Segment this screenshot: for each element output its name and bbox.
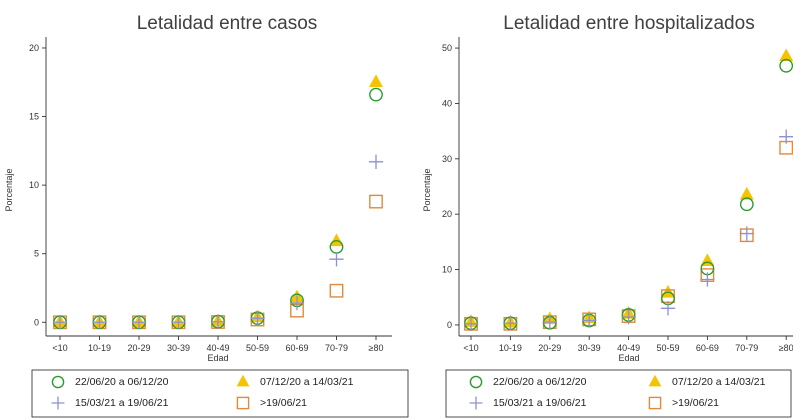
- legend: 22/06/20 a 06/12/20 07/12/20 a 14/03/21 15…: [445, 369, 792, 418]
- data-points: [463, 48, 793, 331]
- data-point: [739, 226, 754, 241]
- legend-label: 07/12/20 a 14/03/21: [672, 376, 766, 388]
- x-tick-label: ≥80: [369, 343, 384, 353]
- legend-label: 22/06/20 a 06/12/20: [75, 376, 169, 388]
- x-tick-label: 60-69: [285, 343, 308, 353]
- data-point: [621, 310, 636, 325]
- data-point: [368, 154, 384, 169]
- x-tick-label: 10-19: [88, 343, 111, 353]
- legend: 22/06/20 a 06/12/20 07/12/20 a 14/03/21 15…: [31, 369, 409, 418]
- y-axis-label: Porcentaje: [422, 168, 432, 211]
- x-tick-label: 50-59: [656, 343, 679, 353]
- legend-label: 07/12/20 a 14/03/21: [260, 376, 354, 388]
- x-tick-label: 30-39: [167, 343, 190, 353]
- data-point: [542, 315, 557, 330]
- data-point: [779, 48, 793, 62]
- legend-marker: [51, 396, 65, 410]
- x-tick-label: 20-29: [538, 343, 561, 353]
- legend-marker: [648, 396, 662, 410]
- x-tick-label: 30-39: [578, 343, 601, 353]
- data-point: [582, 313, 597, 328]
- legend-box: [31, 369, 409, 418]
- data-point: [92, 315, 107, 330]
- y-tick-label: 30: [442, 154, 452, 164]
- y-tick-label: 20: [29, 43, 39, 53]
- data-point: [779, 58, 793, 73]
- data-point: [250, 311, 265, 326]
- legend-label: >19/06/21: [260, 397, 307, 409]
- legend-box: [445, 369, 792, 418]
- data-point: [329, 252, 344, 267]
- x-axis-label: Edad: [618, 353, 639, 363]
- x-tick-label: 70-79: [325, 343, 348, 353]
- data-point: [289, 295, 305, 311]
- data-point: [779, 129, 793, 144]
- data-point: [210, 314, 226, 329]
- data-point: [739, 186, 754, 200]
- data-points: [52, 74, 384, 330]
- chart-panel-cases: Letalidad entre casos Porcentaje Edad 0 5…: [4, 13, 409, 418]
- axes: 0 5 10 15 20 <10 10-19 20-29 30-39 40-49 50-59 60-6…: [29, 37, 392, 353]
- y-axis-label: Porcentaje: [4, 168, 14, 211]
- data-point: [171, 315, 186, 330]
- y-tick-label: 10: [442, 265, 452, 275]
- data-point: [503, 316, 518, 331]
- legend-marker: [236, 396, 250, 410]
- legend-label: 15/03/21 a 19/06/21: [493, 397, 587, 409]
- legend-marker: [51, 375, 65, 389]
- y-tick-label: 15: [29, 112, 39, 122]
- data-point: [700, 272, 715, 287]
- data-point: [660, 284, 676, 298]
- y-tick-label: 5: [34, 249, 39, 259]
- legend-label: 22/06/20 a 06/12/20: [493, 376, 587, 388]
- y-tick-label: 20: [442, 209, 452, 219]
- x-tick-label: 70-79: [735, 343, 758, 353]
- data-point: [329, 283, 344, 298]
- x-tick-label: 60-69: [696, 343, 719, 353]
- data-point: [369, 87, 383, 102]
- data-point: [131, 315, 147, 330]
- legend-marker: [236, 374, 250, 387]
- y-tick-label: 0: [447, 320, 452, 330]
- y-tick-label: 50: [442, 43, 452, 53]
- chart-panel-hospitalized: Letalidad entre hospitalizados Porcentaj…: [422, 13, 793, 418]
- y-tick-label: 40: [442, 98, 452, 108]
- x-tick-label: 10-19: [499, 343, 522, 353]
- data-point: [368, 74, 384, 88]
- data-point: [369, 194, 383, 209]
- chart-title: Letalidad entre casos: [137, 13, 318, 34]
- data-point: [52, 315, 68, 330]
- y-tick-label: 10: [29, 180, 39, 190]
- x-axis-label: Edad: [207, 353, 228, 363]
- legend-marker: [469, 396, 483, 410]
- legend-marker: [469, 375, 483, 389]
- legend-label: 15/03/21 a 19/06/21: [75, 397, 169, 409]
- x-tick-label: 40-49: [617, 343, 640, 353]
- x-tick-label: 50-59: [246, 343, 269, 353]
- legend-marker: [648, 374, 662, 387]
- x-tick-label: ≥80: [779, 343, 793, 353]
- chart-title: Letalidad entre hospitalizados: [503, 13, 754, 34]
- x-tick-label: <10: [463, 343, 478, 353]
- data-point: [739, 197, 754, 212]
- x-tick-label: 40-49: [206, 343, 229, 353]
- data-point: [463, 316, 479, 331]
- axes: 0 10 20 30 40 50 <10 10-19 20-29 30-39 40-49 50-59 6…: [442, 37, 793, 353]
- legend-label: >19/06/21: [672, 397, 719, 409]
- x-tick-label: 20-29: [127, 343, 150, 353]
- y-tick-label: 0: [34, 317, 39, 327]
- x-tick-label: <10: [52, 343, 67, 353]
- data-point: [660, 301, 676, 316]
